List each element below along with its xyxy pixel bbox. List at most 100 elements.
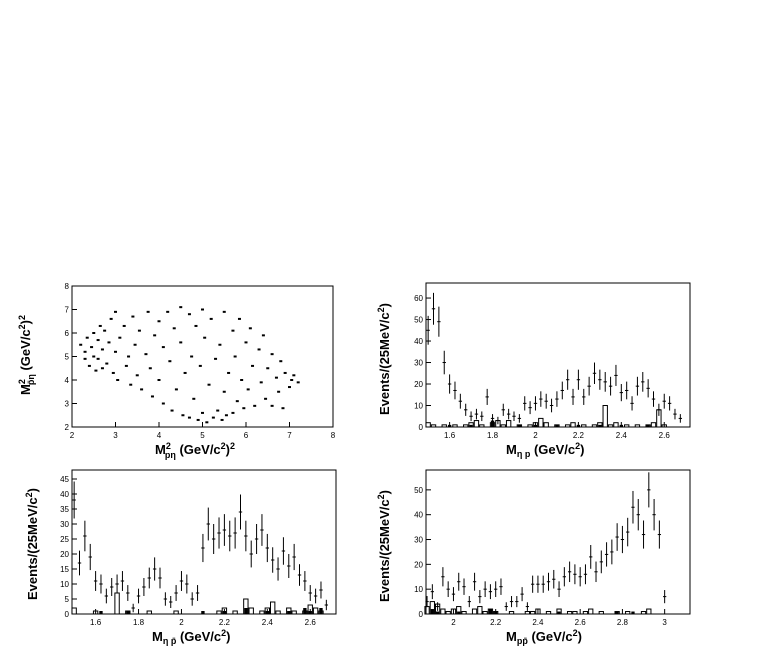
background-bin-open xyxy=(71,607,77,615)
scatter-point xyxy=(201,308,204,311)
x-tick-label: 1.8 xyxy=(487,431,499,440)
background-bin-open xyxy=(259,610,265,615)
background-bin-open xyxy=(508,611,515,615)
x-tick-label: 6 xyxy=(244,431,249,440)
scatter-point xyxy=(122,324,126,327)
y-tick-label: 10 xyxy=(60,580,69,589)
background-bin-open xyxy=(650,422,657,428)
scatter-point xyxy=(83,350,87,353)
scatter-point xyxy=(107,341,111,344)
scatter-point xyxy=(283,371,287,374)
y-tick-label: 30 xyxy=(414,359,423,368)
scatter-point xyxy=(161,402,165,405)
background-bin-filled xyxy=(576,424,581,427)
ppbar-frame xyxy=(425,469,691,615)
x-tick-label: 2 xyxy=(179,618,184,627)
x-tick-label: 1.6 xyxy=(444,431,456,440)
eta-pbar-bins xyxy=(71,481,329,615)
y-tick-label: 15 xyxy=(60,565,69,574)
background-bin-filled xyxy=(517,424,522,427)
background-bin-open xyxy=(248,607,254,615)
scatter-point xyxy=(196,418,200,421)
scatter-point xyxy=(85,336,89,339)
background-bin-filled xyxy=(430,609,434,614)
scatter-point xyxy=(218,343,222,346)
y-tick-label: 20 xyxy=(60,550,69,559)
background-bin-filled xyxy=(469,424,473,427)
scatter-point xyxy=(92,355,96,358)
scatter-point xyxy=(244,341,248,344)
x-tick-label: 2 xyxy=(533,431,538,440)
y-tick-label: 7 xyxy=(65,306,70,315)
scatter-point xyxy=(146,310,150,313)
scatter-point xyxy=(227,371,231,374)
x-tick-label: 2.4 xyxy=(532,618,544,627)
background-bin-filled xyxy=(490,420,495,427)
scatter-point xyxy=(207,383,211,386)
scatter-frame xyxy=(71,285,334,428)
scatter-point xyxy=(187,416,191,419)
x-tick-label: 4 xyxy=(157,431,162,440)
x-tick-label: 2.4 xyxy=(616,431,628,440)
background-bin-open xyxy=(634,424,641,428)
background-bin-open xyxy=(173,610,179,615)
scatter-point xyxy=(137,329,141,332)
scatter-point xyxy=(222,390,226,393)
x-tick-label: 1.8 xyxy=(133,618,145,627)
scatter-point xyxy=(201,411,204,414)
background-bin-open xyxy=(581,424,587,428)
scatter-point xyxy=(233,355,237,358)
scatter-point xyxy=(257,348,261,351)
background-bin-open xyxy=(92,610,99,615)
y-tick-label: 45 xyxy=(60,475,69,484)
scatter-point xyxy=(240,379,244,381)
background-bin-open xyxy=(425,422,431,428)
y-tick-label: 10 xyxy=(414,402,423,411)
scatter-point xyxy=(183,371,187,374)
background-bin-filled xyxy=(126,611,130,614)
background-bin-open xyxy=(538,417,544,428)
scatter-point xyxy=(118,336,122,339)
background-bin-filled xyxy=(488,609,493,614)
scatter-point xyxy=(216,409,220,412)
scatter-point xyxy=(79,343,83,346)
background-bin-open xyxy=(461,611,467,615)
background-bin-filled xyxy=(494,611,498,614)
background-bin-open xyxy=(640,611,647,615)
scatter-point xyxy=(92,332,96,334)
scatter-point xyxy=(94,369,98,372)
y-tick-label: 30 xyxy=(60,520,69,529)
background-bin-open xyxy=(463,424,469,428)
scatter-point xyxy=(100,367,104,370)
background-bin-open xyxy=(312,607,319,615)
scatter-point xyxy=(157,379,161,381)
background-bin-open xyxy=(216,610,222,615)
eta-pbar-y-label: Events/(25MeV/c2) xyxy=(24,488,40,600)
background-bin-open xyxy=(275,610,281,615)
scatter-point xyxy=(198,364,202,367)
scatter-point xyxy=(279,360,283,363)
scatter-x-label: M2 pη (GeV/c2)2 xyxy=(155,441,235,460)
scatter-point xyxy=(209,317,213,320)
background-bin-open xyxy=(602,405,608,428)
scatter-point xyxy=(288,386,291,389)
x-tick-label: 2.6 xyxy=(575,618,587,627)
scatter-point xyxy=(172,327,176,330)
background-bin-open xyxy=(588,608,594,615)
eta-p-y-label: Events/(25MeV/c2) xyxy=(376,303,392,415)
scatter-point xyxy=(242,407,246,410)
background-bin-open xyxy=(543,422,549,428)
x-tick-label: 3 xyxy=(113,431,118,440)
scatter-point xyxy=(231,329,235,332)
background-bin-filled xyxy=(619,424,623,427)
background-bin-filled xyxy=(447,424,452,427)
scatter-point xyxy=(111,371,115,374)
background-bin-open xyxy=(530,611,536,615)
background-bin-filled xyxy=(265,611,269,614)
scatter-point xyxy=(96,339,100,342)
scatter-point xyxy=(133,343,137,346)
x-tick-label: 2.4 xyxy=(262,618,274,627)
y-tick-label: 30 xyxy=(414,536,423,545)
background-bin-filled xyxy=(319,608,323,614)
scatter-point xyxy=(214,357,218,360)
